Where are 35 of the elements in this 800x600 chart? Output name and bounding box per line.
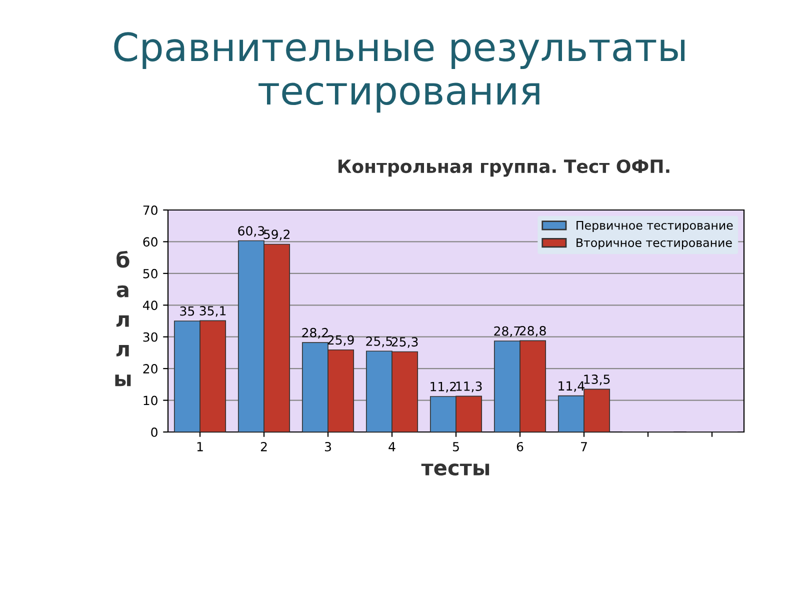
x-tick-label: 5 [452, 442, 459, 452]
y-tick-label: 50 [143, 268, 158, 278]
legend-label: Первичное тестирование [576, 220, 733, 232]
x-tick-label: 4 [388, 442, 396, 452]
legend-label: Вторичное тестирование [576, 238, 732, 250]
data-label: 11,4 [558, 381, 584, 392]
data-label: 13,5 [584, 374, 610, 386]
y-tick-label: 70 [143, 205, 158, 215]
x-axis-title: тесты [421, 464, 490, 476]
data-label: 60,3 [238, 226, 264, 237]
x-tick-label: 6 [516, 442, 524, 452]
data-label: 25,9 [328, 335, 354, 346]
data-label: 35,1 [200, 306, 226, 317]
x-tick-label: 1 [197, 442, 203, 452]
y-tick-label: 40 [142, 300, 158, 310]
data-label: 28,7 [494, 326, 520, 338]
y-tick-label: 0 [151, 427, 158, 437]
y-tick-label: 10 [144, 396, 158, 406]
x-tick-label: 3 [324, 442, 331, 452]
y-tick-label: 20 [143, 364, 158, 374]
y-axis-title: баллы [115, 250, 131, 386]
data-label: 35 [180, 306, 194, 316]
x-tick-label: 7 [581, 442, 587, 452]
data-label: 11,3 [456, 382, 482, 392]
data-label: 11,2 [430, 382, 456, 393]
data-label: 25,5 [366, 336, 392, 348]
data-label: 59,2 [264, 230, 290, 240]
data-label: 28,2 [302, 328, 328, 339]
data-label: 28,8 [520, 326, 546, 337]
y-tick-label: 30 [143, 332, 158, 342]
x-tick-label: 2 [260, 442, 267, 452]
y-tick-label: 60 [143, 237, 158, 247]
chart-subtitle: Контрольная группа. Тест ОФП. [338, 159, 670, 177]
data-label: 25,3 [392, 337, 418, 348]
chart-title: Сравнительные результаты тестирования [114, 32, 685, 113]
